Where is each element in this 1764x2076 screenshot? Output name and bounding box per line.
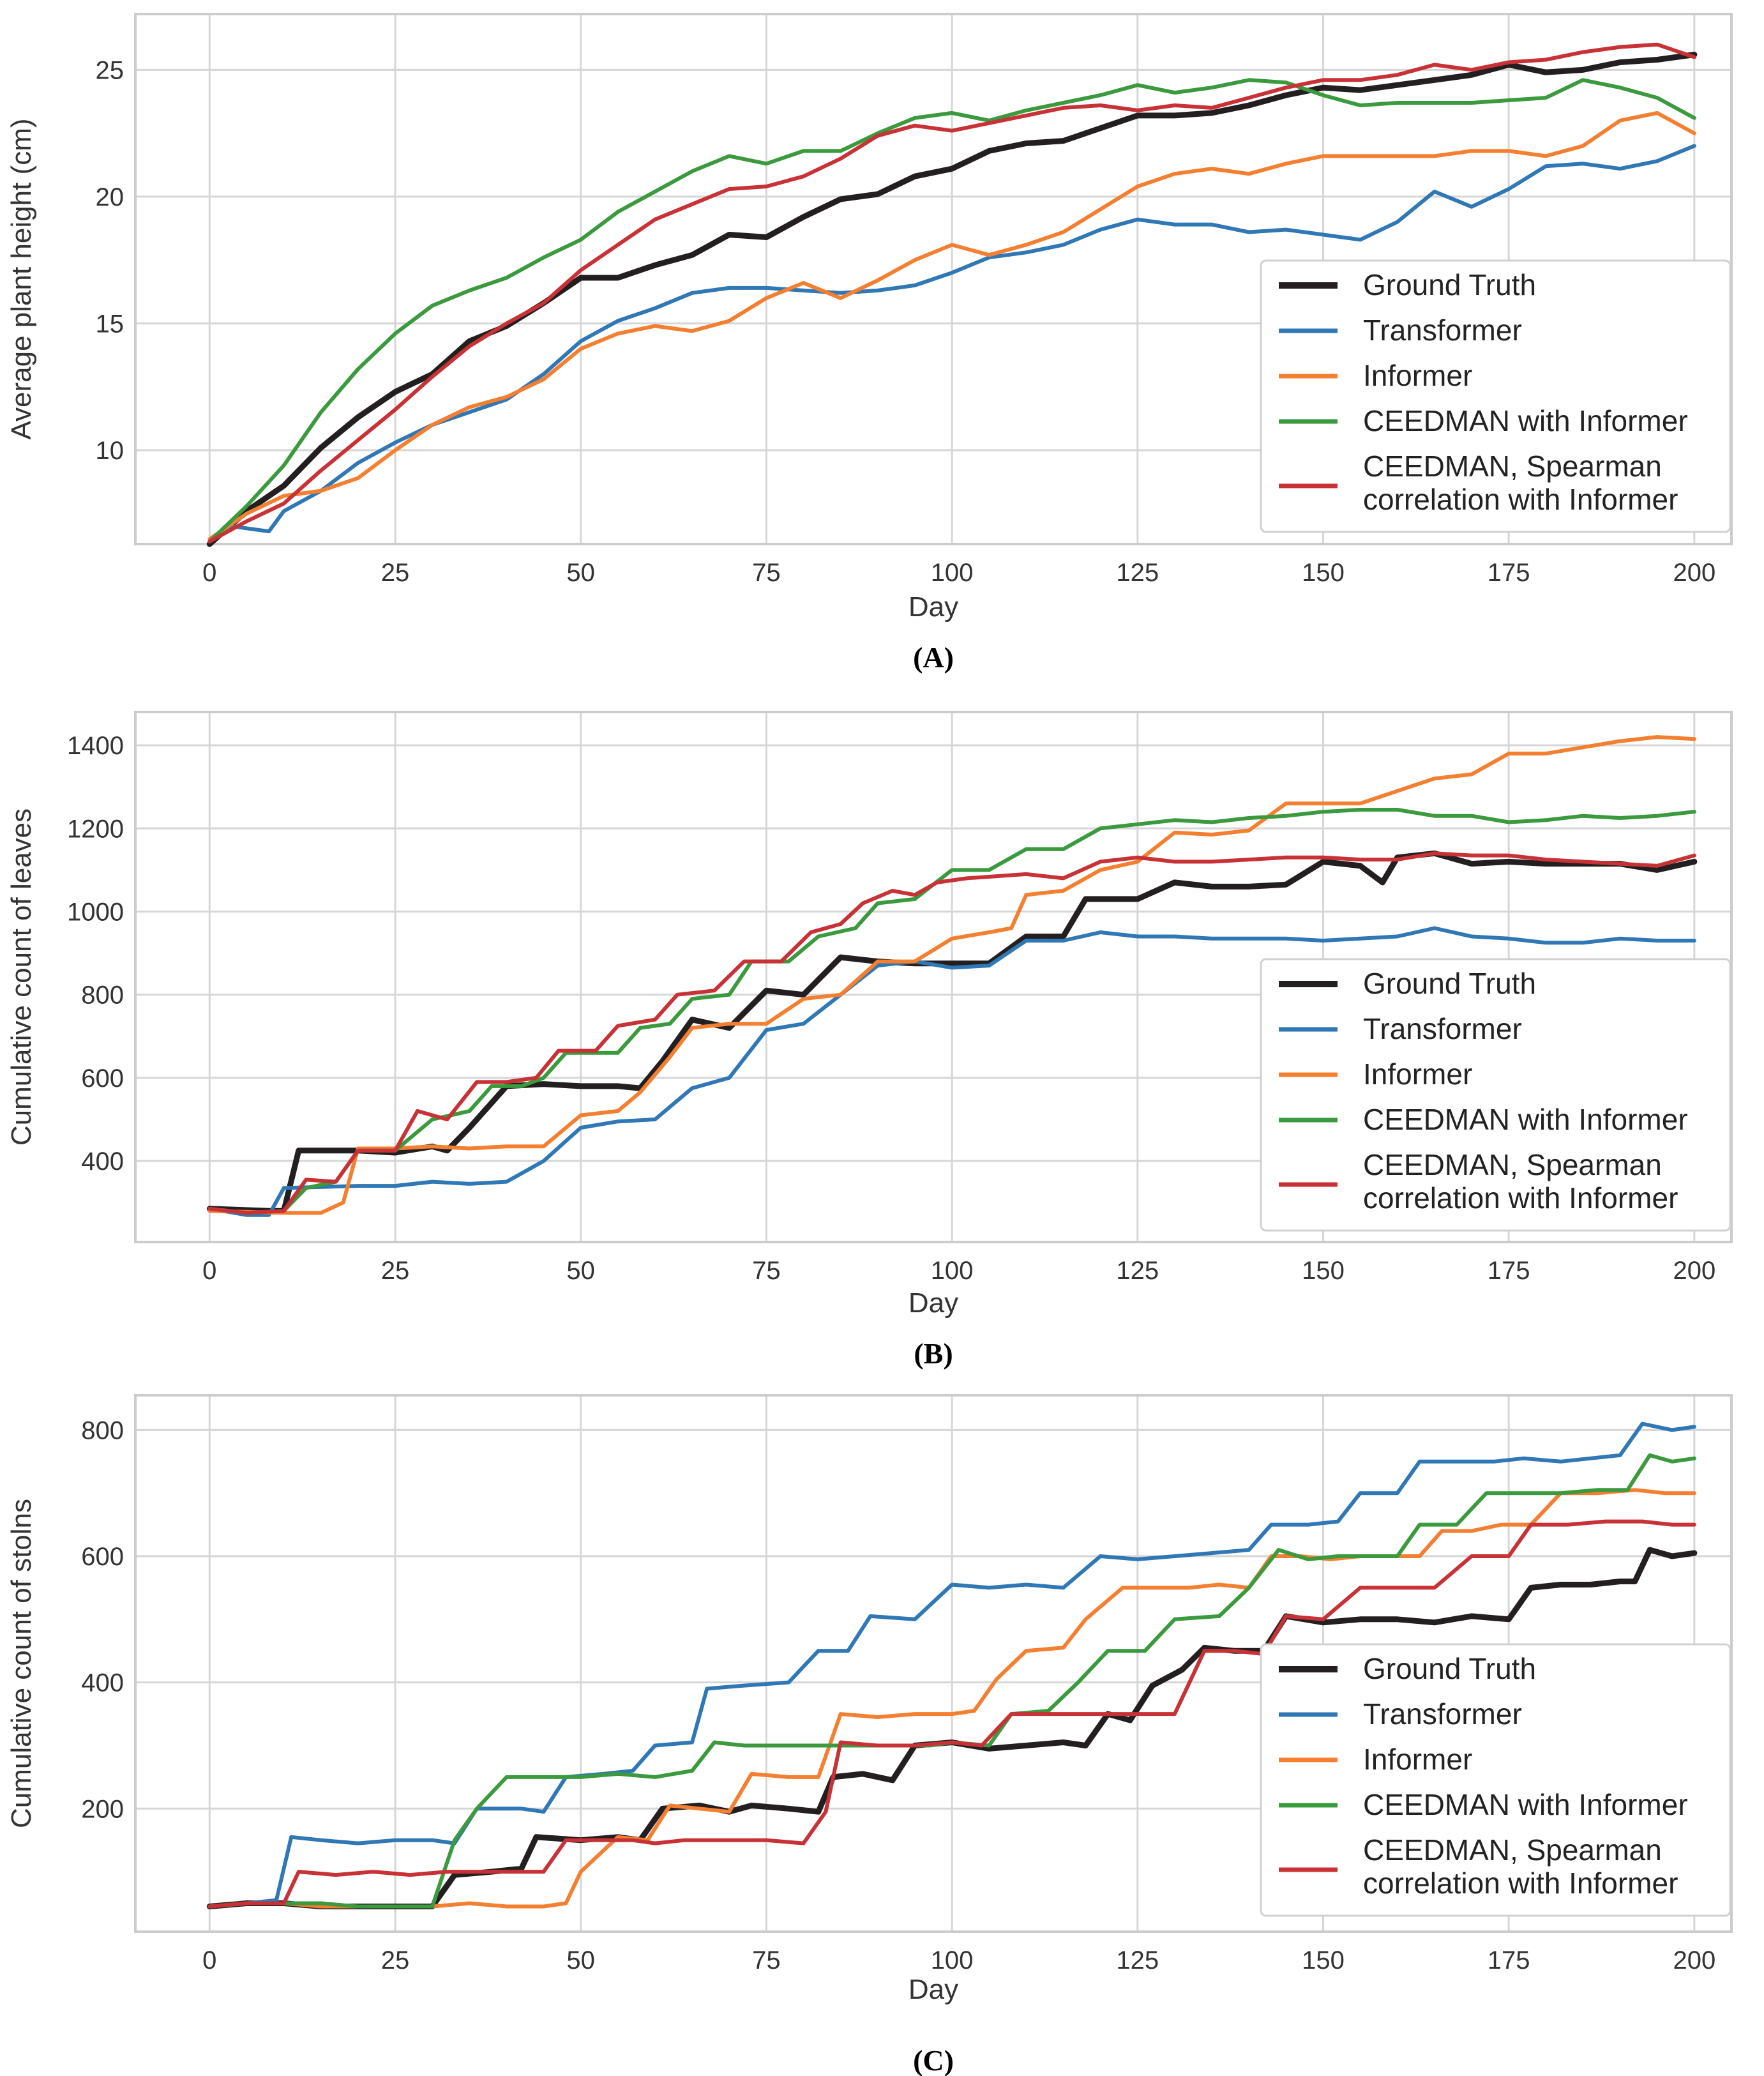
- panel-c-series-ceedman-spearman: [207, 1519, 1696, 1909]
- panel-c-y-tick-label: 600: [81, 1543, 124, 1571]
- panel-c-x-tick-label: 200: [1673, 1946, 1715, 1974]
- panel-b-x-tick-label: 25: [381, 1257, 410, 1285]
- panel-c-legend: Ground Truth Transformer Informer CEEDMAN w…: [1260, 1643, 1731, 1917]
- panel-a-series-informer: [207, 110, 1696, 542]
- panel-c-x-tick-label: 100: [931, 1946, 974, 1974]
- panel-a-x-tick-label: 50: [566, 559, 595, 587]
- panel-b-y-tick-label: 600: [81, 1065, 124, 1093]
- panel-b-x-tick-label: 150: [1302, 1257, 1345, 1285]
- panel-a-legend: Ground Truth Transformer Informer CEEDMAN w…: [1260, 259, 1731, 533]
- panel-c-series-transformer: [207, 1421, 1696, 1909]
- panel-a-y-axis-label: Average plant height (cm): [6, 118, 37, 439]
- panel-b-legend-label-informer: Informer: [1363, 1057, 1472, 1091]
- panel-a-x-tick-label: 100: [931, 559, 974, 587]
- panel-c-x-tick-label: 25: [381, 1946, 410, 1974]
- panel-a-y-tick-label: 10: [96, 437, 124, 465]
- panel-c-x-tick-label: 0: [202, 1946, 216, 1974]
- panel-a-x-tick-label: 200: [1673, 559, 1715, 587]
- panel-b-y-tick-label: 400: [81, 1148, 124, 1176]
- panel-b-x-tick-label: 0: [202, 1257, 216, 1285]
- panel-b-x-tick-label: 50: [566, 1257, 595, 1285]
- panel-c-y-tick-label: 200: [81, 1795, 124, 1823]
- panel-c-legend-label-ceedman-informer: CEEDMAN with Informer: [1363, 1788, 1688, 1821]
- panel-c-x-tick-label: 50: [566, 1946, 595, 1974]
- panel-a-legend-label-transformer: Transformer: [1363, 314, 1522, 347]
- panel-a-frame: [134, 13, 1733, 545]
- panel-b-series-transformer: [207, 926, 1696, 1217]
- panel-b-x-tick-label: 200: [1673, 1257, 1715, 1285]
- panel-a-x-tick-label: 150: [1302, 559, 1345, 587]
- panel-c-x-axis-label: Day: [908, 1974, 958, 2005]
- panel-a-x-tick-label: 75: [752, 559, 781, 587]
- panel-b-series-informer: [207, 735, 1696, 1215]
- panel-a-x-tick-label: 125: [1116, 559, 1159, 587]
- panel-b-legend-label-ceedman-informer: CEEDMAN with Informer: [1363, 1103, 1688, 1136]
- panel-a-x-tick-label: 0: [202, 559, 216, 587]
- panel-c-legend-label-ceedman-spearman: CEEDMAN, Spearman correlation with Inform…: [1363, 1833, 1678, 1900]
- panel-a-legend-label-ceedman-spearman: CEEDMAN, Spearman correlation with Inform…: [1363, 450, 1678, 516]
- panel-b-series-ceedman-informer: [207, 808, 1696, 1215]
- panel-b-x-tick-label: 75: [752, 1257, 781, 1285]
- panel-c-caption: (C): [913, 2044, 954, 2076]
- panel-c-legend-label-informer: Informer: [1363, 1743, 1472, 1776]
- panel-c-y-tick-label: 800: [81, 1416, 124, 1444]
- panel-b-legend-label-ceedman-spearman: CEEDMAN, Spearman correlation with Inform…: [1363, 1148, 1678, 1215]
- panel-b-series-ceedman-spearman: [207, 851, 1696, 1215]
- panel-c-x-tick-label: 175: [1488, 1946, 1530, 1974]
- panel-a-y-tick-label: 15: [96, 310, 124, 338]
- panel-c-series-informer: [207, 1488, 1696, 1909]
- panel-b-y-tick-label: 1000: [67, 898, 124, 926]
- panel-b-frame: [134, 711, 1733, 1243]
- panel-b-y-tick-label: 1200: [67, 815, 124, 843]
- panel-c-legend-label-transformer: Transformer: [1363, 1697, 1522, 1731]
- panel-b-x-tick-label: 100: [931, 1257, 974, 1285]
- panel-a-legend-label-ceedman-informer: CEEDMAN with Informer: [1363, 404, 1688, 437]
- panel-b-caption: (B): [914, 1337, 953, 1370]
- panel-b-legend-box: [1260, 958, 1731, 1232]
- panel-a-x-tick-label: 175: [1488, 559, 1530, 587]
- panel-a-legend-label-ground-truth: Ground Truth: [1363, 268, 1536, 301]
- panel-b-legend-label-ground-truth: Ground Truth: [1363, 967, 1536, 1000]
- panel-c-legend-label-ground-truth: Ground Truth: [1363, 1652, 1536, 1685]
- panel-b-chart: 0 25 50 75 100 125 150 175 200 400 600 800 1000 1200 1…: [6, 711, 1733, 1370]
- panel-a-x-axis-label: Day: [908, 591, 958, 623]
- panel-c-legend-box: [1260, 1643, 1731, 1917]
- panel-b-x-tick-label: 125: [1116, 1257, 1159, 1285]
- panel-b-x-axis-label: Day: [908, 1287, 958, 1319]
- panel-b-legend: Ground Truth Transformer Informer CEEDMAN w…: [1260, 958, 1731, 1232]
- panel-a-x-tick-label: 25: [381, 559, 410, 587]
- panel-a-series-ceedman-spearman: [207, 42, 1696, 543]
- panel-b-y-tick-label: 800: [81, 981, 124, 1010]
- panel-b-y-tick-label: 1400: [67, 732, 124, 760]
- panel-c-y-axis-label: Cumulative count of stolns: [6, 1499, 37, 1828]
- panel-b-legend-label-transformer: Transformer: [1363, 1012, 1522, 1045]
- panel-b-x-tick-label: 175: [1488, 1257, 1530, 1285]
- panel-c-chart: 0 25 50 75 100 125 150 175 200 200 400 600 800 Day Cum…: [6, 1394, 1733, 2076]
- panel-a-y-tick-label: 25: [96, 56, 124, 84]
- panel-c-frame: [134, 1394, 1733, 1933]
- panel-a-series-ground-truth: [206, 52, 1698, 547]
- panel-a-y-tick-label: 20: [96, 183, 124, 211]
- panel-c-x-tick-label: 75: [752, 1946, 781, 1974]
- panel-a-chart: 0 25 50 75 100 125 150 175 200 10 15 20 25 Day Average…: [6, 13, 1733, 674]
- panel-c-x-tick-label: 125: [1116, 1946, 1159, 1974]
- panel-a-legend-box: [1260, 259, 1731, 533]
- panel-c-series-ceedman-informer: [207, 1453, 1696, 1909]
- panel-a-legend-label-informer: Informer: [1363, 359, 1472, 392]
- panel-c-x-tick-label: 150: [1302, 1946, 1345, 1974]
- panel-a-caption: (A): [913, 641, 954, 674]
- panel-b-y-axis-label: Cumulative count of leaves: [6, 808, 37, 1146]
- panel-c-y-tick-label: 400: [81, 1669, 124, 1697]
- panel-a-series-ceedman-informer: [207, 78, 1696, 543]
